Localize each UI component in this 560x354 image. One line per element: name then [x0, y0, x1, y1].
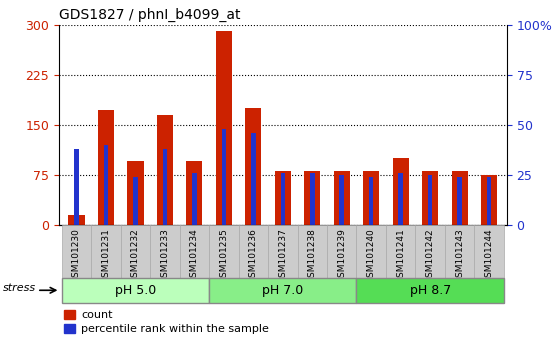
Text: GSM101238: GSM101238	[308, 229, 317, 284]
Bar	[251, 133, 255, 225]
Text: GSM101233: GSM101233	[160, 229, 170, 284]
FancyBboxPatch shape	[62, 225, 91, 278]
Text: GSM101244: GSM101244	[484, 229, 493, 283]
Bar	[162, 149, 167, 225]
FancyBboxPatch shape	[474, 225, 504, 278]
Text: GSM101235: GSM101235	[220, 229, 228, 284]
Bar	[281, 173, 285, 225]
Bar	[98, 110, 114, 225]
Text: pH 5.0: pH 5.0	[115, 284, 156, 297]
FancyBboxPatch shape	[180, 225, 209, 278]
FancyBboxPatch shape	[239, 225, 268, 278]
Bar	[451, 171, 468, 225]
FancyBboxPatch shape	[268, 225, 297, 278]
Bar	[487, 177, 491, 225]
Text: GSM101240: GSM101240	[367, 229, 376, 283]
FancyBboxPatch shape	[121, 225, 150, 278]
FancyBboxPatch shape	[357, 225, 386, 278]
Bar	[304, 171, 320, 225]
Bar	[245, 108, 262, 225]
Bar	[275, 171, 291, 225]
Bar	[157, 115, 173, 225]
Bar	[74, 149, 79, 225]
Text: GSM101230: GSM101230	[72, 229, 81, 284]
Text: GDS1827 / phnI_b4099_at: GDS1827 / phnI_b4099_at	[59, 8, 240, 22]
Bar	[334, 171, 350, 225]
Bar	[428, 175, 432, 225]
Text: pH 8.7: pH 8.7	[409, 284, 451, 297]
FancyBboxPatch shape	[209, 278, 357, 303]
Text: GSM101243: GSM101243	[455, 229, 464, 283]
Bar	[192, 173, 197, 225]
FancyBboxPatch shape	[445, 225, 474, 278]
FancyBboxPatch shape	[150, 225, 180, 278]
Bar	[339, 175, 344, 225]
FancyBboxPatch shape	[416, 225, 445, 278]
Bar	[310, 173, 315, 225]
Text: GSM101241: GSM101241	[396, 229, 405, 283]
Bar	[369, 177, 374, 225]
Bar	[68, 215, 85, 225]
FancyBboxPatch shape	[209, 225, 239, 278]
Bar	[186, 161, 203, 225]
Text: GSM101239: GSM101239	[337, 229, 346, 284]
Text: pH 7.0: pH 7.0	[262, 284, 304, 297]
Legend: count, percentile rank within the sample: count, percentile rank within the sample	[64, 310, 269, 334]
Text: GSM101242: GSM101242	[426, 229, 435, 283]
FancyBboxPatch shape	[62, 278, 209, 303]
Bar	[393, 158, 409, 225]
Bar	[458, 177, 462, 225]
Bar	[222, 129, 226, 225]
Bar	[363, 171, 379, 225]
FancyBboxPatch shape	[297, 225, 327, 278]
Text: GSM101231: GSM101231	[101, 229, 110, 284]
Bar	[127, 161, 143, 225]
Bar	[133, 177, 138, 225]
Text: GSM101237: GSM101237	[278, 229, 287, 284]
Bar	[104, 145, 108, 225]
Text: GSM101236: GSM101236	[249, 229, 258, 284]
Text: stress: stress	[3, 283, 36, 293]
FancyBboxPatch shape	[386, 225, 416, 278]
Bar	[422, 171, 438, 225]
Bar	[216, 32, 232, 225]
FancyBboxPatch shape	[91, 225, 121, 278]
Bar	[481, 175, 497, 225]
FancyBboxPatch shape	[327, 225, 357, 278]
Bar	[398, 173, 403, 225]
FancyBboxPatch shape	[357, 278, 504, 303]
Text: GSM101232: GSM101232	[131, 229, 140, 283]
Text: GSM101234: GSM101234	[190, 229, 199, 283]
